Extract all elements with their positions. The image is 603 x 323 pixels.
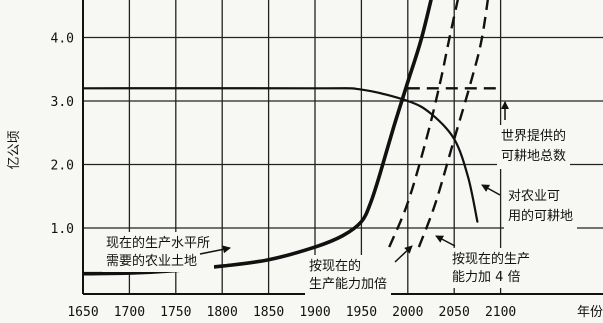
x-tick-label: 1950 — [346, 305, 377, 320]
annotation-bg — [497, 125, 570, 169]
x-tick-label: 2000 — [392, 305, 423, 320]
annotation-line: 按现在的 — [309, 258, 361, 274]
annotation-bg — [448, 248, 547, 288]
y-tick-label: 1.0 — [51, 222, 74, 237]
x-tick-label: 2100 — [485, 305, 516, 320]
annotation-line: 用的可耕地 — [508, 208, 573, 224]
y-tick-label: 4.0 — [51, 32, 74, 47]
annotation-line: 需要的农业土地 — [106, 253, 197, 269]
annotation-bg — [102, 232, 214, 272]
x-tick-label: 1650 — [67, 305, 98, 320]
annotation-bg — [504, 185, 577, 229]
x-tick-label: 1700 — [114, 305, 145, 320]
x-tick-label: 1850 — [253, 305, 284, 320]
y-tick-label: 2.0 — [51, 159, 74, 174]
annotation-arrow — [435, 235, 456, 247]
series-line-2 — [83, 87, 479, 223]
annotation-line: 世界提供的 — [501, 128, 566, 144]
x-tick-label: 1800 — [207, 305, 238, 320]
annotation-line: 能力加 4 倍 — [452, 270, 521, 285]
annotation-bg — [305, 255, 391, 295]
x-tick-label: 1750 — [160, 305, 191, 320]
annotation-line: 现在的生产水平所 — [106, 235, 210, 251]
annotation-arrow — [481, 184, 501, 196]
annotation-arrow — [394, 245, 413, 263]
x-tick-label: 2050 — [439, 305, 470, 320]
annotation-line: 生产能力加倍 — [309, 277, 387, 292]
grid — [82, 0, 603, 294]
series-line-4 — [417, 0, 489, 248]
x-axis-label: 年份 — [577, 305, 603, 320]
annotation-line: 按现在的生产 — [452, 251, 530, 267]
annotation-line: 可耕地总数 — [501, 148, 566, 164]
series-line-3 — [388, 0, 459, 248]
y-tick-label: 3.0 — [51, 95, 74, 110]
annotation-arrow — [199, 245, 231, 255]
x-tick-label: 1900 — [299, 305, 330, 320]
annotation-line: 对农业可 — [508, 189, 560, 204]
y-axis-label: 亿公顷 — [7, 130, 22, 169]
